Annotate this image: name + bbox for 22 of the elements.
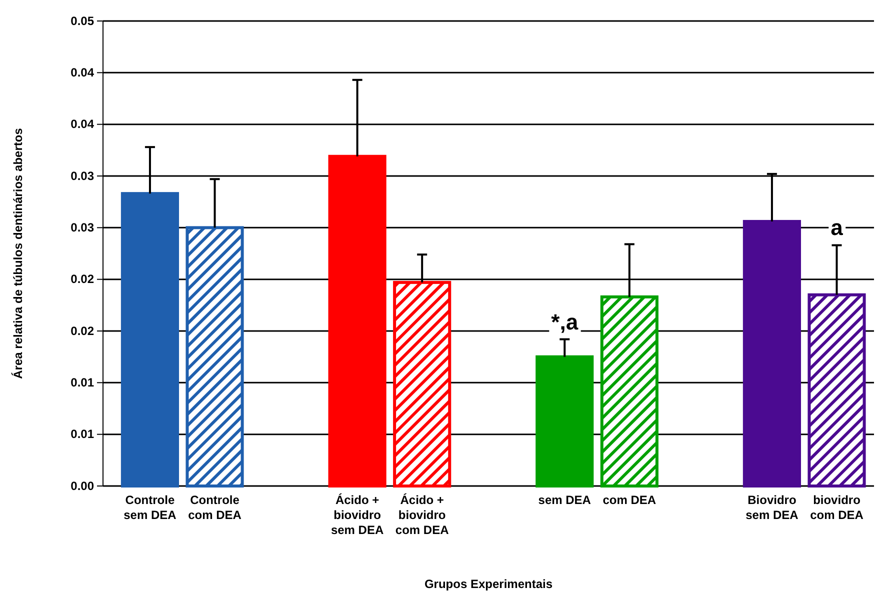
x-tick-label: sem DEA bbox=[538, 493, 592, 507]
y-tick-label: 0.01 bbox=[70, 427, 94, 442]
x-tick-label: Controle com DEA bbox=[188, 493, 242, 522]
y-tick-label: 0.02 bbox=[70, 272, 94, 286]
x-tick-label: biovidro com DEA bbox=[810, 493, 864, 522]
y-tick-label: 0.04 bbox=[70, 117, 94, 132]
y-tick-label: 0.02 bbox=[70, 324, 94, 338]
x-tick-label: Ácido + biovidro sem DEA bbox=[330, 493, 384, 537]
y-tick-label: 0.03 bbox=[70, 168, 94, 183]
x-tick-label: Biovidro sem DEA bbox=[746, 493, 799, 522]
y-tick-label: 0.01 bbox=[70, 376, 94, 390]
x-tick-label: Ácido + biovidro com DEA bbox=[395, 493, 450, 537]
x-axis-title: Grupos Experimentais bbox=[424, 577, 553, 591]
y-tick-label: 0.00 bbox=[70, 478, 94, 493]
x-tick-label: com DEA bbox=[602, 493, 656, 507]
x-tick-label: Controle sem DEA bbox=[124, 493, 177, 522]
annotation: a bbox=[830, 215, 844, 240]
y-tick-label: 0.04 bbox=[70, 66, 94, 80]
y-tick-label: 0.05 bbox=[70, 14, 94, 28]
annotation: *,a bbox=[551, 309, 579, 334]
y-axis-title: Área relativa de túbulos dentinários abertos bbox=[11, 128, 25, 379]
y-tick-label: 0.03 bbox=[70, 220, 94, 235]
